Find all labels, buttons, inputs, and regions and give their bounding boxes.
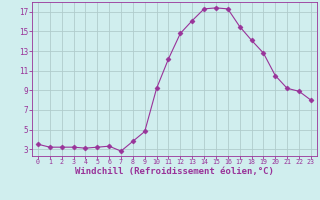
X-axis label: Windchill (Refroidissement éolien,°C): Windchill (Refroidissement éolien,°C) [75,167,274,176]
